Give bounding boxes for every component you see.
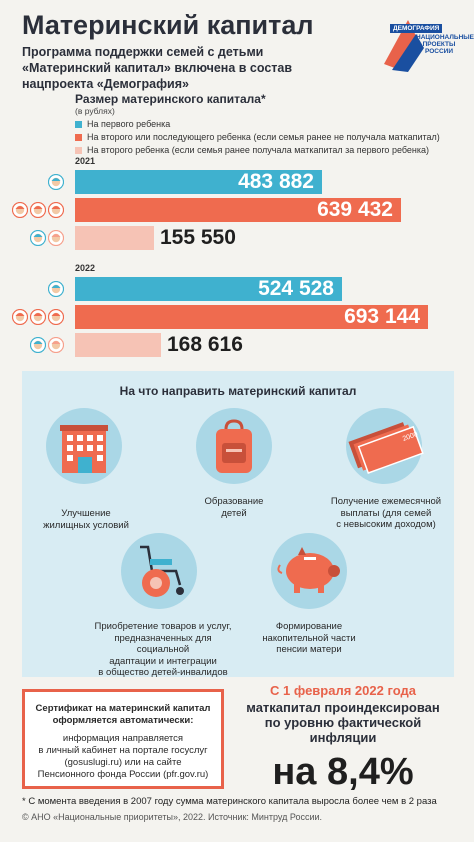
- chart-legend: На первого ребенка На второго или послед…: [75, 118, 440, 157]
- children-icons-2022-second: [12, 305, 66, 329]
- year-label-2021: 2021: [75, 156, 96, 166]
- direction-payment-line-3: с невысоким доходом): [336, 519, 436, 530]
- legend-label-second-after-first: На второго ребенка (если семья ранее пол…: [87, 145, 430, 155]
- child-icon: [30, 309, 46, 325]
- source-credit: © АНО «Национальные приоритеты», 2022. И…: [22, 812, 323, 822]
- direction-education-line-1: Образование: [204, 496, 264, 507]
- child-icon: [30, 202, 46, 218]
- bar-value-2022-first: 524 528: [258, 277, 334, 300]
- wheelchair-icon: [140, 545, 184, 597]
- svg-text:2000: 2000: [402, 431, 419, 443]
- child-icon: [12, 202, 28, 218]
- direction-disabled-line-2: предназначенных для социальной: [114, 632, 212, 656]
- legend-swatch-second: [75, 134, 82, 141]
- bar-value-2021-second: 639 432: [317, 198, 393, 221]
- piggy-bank-icon: [277, 547, 340, 593]
- certificate-heading-line-1: Сертификат на материнский капитал: [35, 703, 211, 714]
- direction-disabled-children: Приобретение товаров и услуг, предназнач…: [88, 621, 238, 679]
- logo-text: НАЦИОНАЛЬНЫЕ ПРОЕКТЫ РОССИИ: [416, 34, 474, 55]
- bar-value-2021-second-after-first: 155 550: [160, 226, 236, 249]
- bar-value-2022-second-after-first: 168 616: [167, 333, 243, 356]
- child-icon: [12, 309, 28, 325]
- certificate-heading: Сертификат на материнский капитал оформл…: [25, 703, 221, 727]
- legend-label-second: На второго или последующего ребенка (есл…: [87, 132, 440, 142]
- certificate-box: Сертификат на материнский капитал оформл…: [22, 689, 224, 789]
- chart-title: Размер материнского капитала*: [75, 92, 266, 106]
- direction-pension-line-1: Формирование: [275, 621, 343, 632]
- direction-pension: Формирование накопительной части пенсии …: [249, 621, 369, 656]
- legend-item-second: На второго или последующего ребенка (есл…: [75, 131, 440, 144]
- year-label-2022: 2022: [75, 263, 96, 273]
- direction-housing-line-2: жилищных условий: [43, 519, 129, 531]
- directions-title: На что направить материнский капитал: [119, 384, 357, 398]
- direction-education-line-2: детей: [221, 507, 247, 519]
- page-title: Материнский капитал: [22, 10, 314, 40]
- indexation-block: С 1 февраля 2022 года маткапитал проинде…: [232, 683, 454, 794]
- certificate-line-2: в личный кабинет на портале госуслуг: [38, 745, 208, 756]
- page-subtitle: Программа поддержки семей с детьми «Мате…: [22, 45, 293, 91]
- bar-2022-first: [75, 277, 342, 301]
- bar-2022-second: [75, 305, 428, 329]
- bar-2022-second-after-first: [75, 333, 161, 357]
- direction-payment-line-2: выплаты (для семей: [340, 507, 432, 519]
- children-icons-2022-first: [48, 277, 66, 301]
- child-icon: [48, 281, 64, 297]
- certificate-line-3: (gosuslugi.ru) или на сайте: [64, 757, 182, 768]
- children-icons-2021-second-after-first: [30, 226, 66, 250]
- children-icons-2021-second: [12, 198, 66, 222]
- indexation-line-1: маткапитал проиндексирован: [246, 700, 440, 715]
- direction-pension-line-2: накопительной части: [262, 632, 356, 644]
- directions-panel: На что направить материнский капитал Улу…: [22, 371, 454, 679]
- direction-disabled-line-1: Приобретение товаров и услуг,: [94, 621, 232, 632]
- direction-pension-line-3: пенсии матери: [276, 644, 342, 655]
- child-icon: [30, 337, 46, 353]
- bar-value-2022-second: 693 144: [344, 305, 420, 328]
- child-icon: [48, 230, 64, 246]
- child-icon: [48, 202, 64, 218]
- direction-payment-line-1: Получение ежемесячной: [330, 496, 442, 507]
- building-icon: [60, 425, 108, 473]
- logo-line-2: ПРОЕКТЫ: [422, 41, 456, 48]
- bar-value-2021-first: 483 882: [238, 170, 314, 193]
- legend-swatch-second-after-first: [75, 147, 82, 154]
- indexation-date: С 1 февраля 2022 года: [270, 683, 416, 698]
- direction-housing: Улучшение жилищных условий: [36, 508, 136, 531]
- indexation-line-2: по уровню фактической: [264, 715, 422, 730]
- direction-education: Образование детей: [184, 496, 284, 519]
- backpack-icon: [216, 419, 252, 473]
- legend-label-first: На первого ребенка: [87, 119, 171, 129]
- bar-2021-second: [75, 198, 401, 222]
- logo-line-3: РОССИИ: [424, 48, 454, 55]
- certificate-text: информация направляется в личный кабинет…: [25, 733, 221, 781]
- bar-2021-second-after-first: [75, 226, 154, 250]
- child-icon: [48, 337, 64, 353]
- chart-unit: (в рублях): [75, 106, 115, 116]
- legend-item-first: На первого ребенка: [75, 118, 440, 131]
- direction-disabled-line-4: в общество детей-инвалидов: [98, 667, 228, 678]
- legend-item-second-after-first: На второго ребенка (если семья ранее пол…: [75, 144, 440, 157]
- indexation-text: маткапитал проиндексирован по уровню фак…: [232, 700, 454, 745]
- child-icon: [48, 174, 64, 190]
- legend-swatch-first: [75, 121, 82, 128]
- indexation-percent: на 8,4%: [272, 751, 414, 793]
- indexation-line-3: инфляции: [309, 730, 377, 745]
- direction-housing-line-1: Улучшение: [61, 508, 111, 519]
- children-icons-2022-second-after-first: [30, 333, 66, 357]
- money-icon: 2000: [348, 422, 424, 474]
- demography-logo: ДЕМОГРАФИЯ НАЦИОНАЛЬНЫЕ ПРОЕКТЫ РОССИИ: [378, 14, 474, 74]
- children-icons-2021-first: [48, 170, 66, 194]
- bar-2021-first: [75, 170, 322, 194]
- child-icon: [30, 230, 46, 246]
- logo-line-1: НАЦИОНАЛЬНЫЕ: [416, 34, 474, 41]
- logo-top-label: ДЕМОГРАФИЯ: [390, 24, 443, 33]
- footnote: * С момента введения в 2007 году сумма м…: [22, 796, 437, 807]
- direction-monthly-payment: Получение ежемесячной выплаты (для семей…: [324, 496, 448, 531]
- certificate-line-1: информация направляется: [62, 733, 184, 744]
- direction-disabled-line-3: адаптации и интеграции: [109, 655, 217, 667]
- child-icon: [48, 309, 64, 325]
- certificate-line-4: Пенсионного фонда России (pfr.gov.ru): [37, 769, 209, 780]
- certificate-heading-line-2: оформляется автоматически:: [52, 715, 194, 726]
